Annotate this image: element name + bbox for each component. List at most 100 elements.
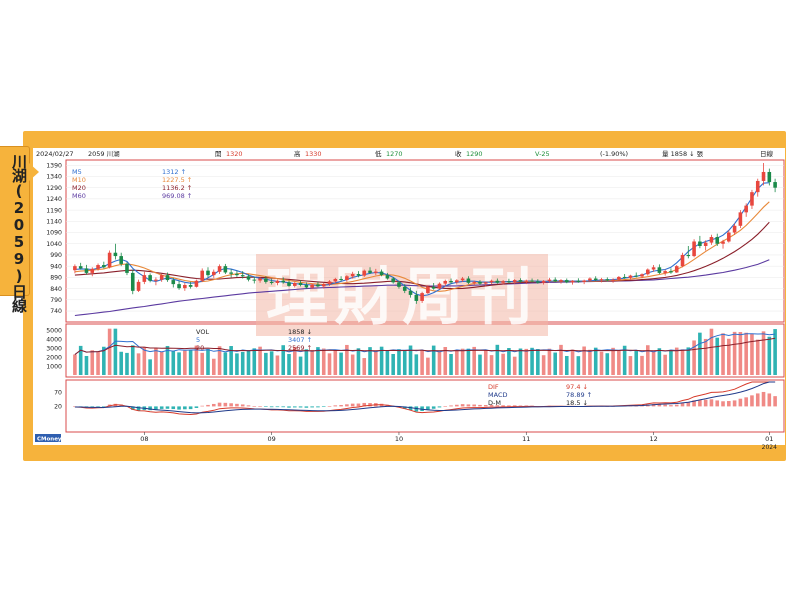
- candle-body: [727, 232, 731, 242]
- legend-m60-value: 969.08 ↑: [162, 192, 192, 200]
- macd-histogram-bar: [518, 405, 523, 407]
- candle-body: [703, 242, 708, 246]
- macd-histogram-bar: [449, 405, 453, 407]
- volume-bar: [489, 355, 494, 375]
- volume-bar: [264, 352, 268, 375]
- candle-body: [755, 180, 760, 193]
- candle-body: [582, 280, 586, 282]
- price-ytick-label: 990: [50, 252, 62, 259]
- candle-body: [553, 279, 557, 282]
- candle-body: [651, 267, 656, 270]
- price-legend: M5 1312 ↑ M10 1227.5 ↑ M20 1136.2 ↑ M60 …: [72, 168, 192, 200]
- price-layer: [73, 163, 777, 317]
- macd-histogram-bar: [426, 406, 430, 410]
- macd-histogram-bar: [507, 405, 511, 407]
- candle-body: [663, 271, 667, 273]
- volume-bar: [252, 348, 257, 375]
- macd-histogram-bar: [727, 401, 731, 407]
- volume-bar: [709, 328, 714, 375]
- volume-bar: [669, 350, 673, 375]
- macd-histogram-bar: [408, 406, 413, 411]
- header-bar: 2024/02/27 2059 川湖 開 1320 高 1330 低 1270 …: [36, 149, 774, 158]
- volume-bar: [640, 355, 644, 375]
- candle-body: [304, 285, 309, 288]
- macd-histogram-bar: [159, 406, 164, 409]
- volume-bar: [727, 338, 731, 375]
- volume-bar: [84, 355, 89, 375]
- x-tick-label: 09: [268, 435, 276, 443]
- candle-body: [530, 280, 534, 282]
- candle-body: [171, 280, 176, 285]
- macd-histogram-bar: [304, 406, 309, 408]
- macd-histogram-bar: [738, 398, 743, 407]
- candle-body: [356, 274, 361, 276]
- candle-body: [547, 279, 552, 281]
- macd-histogram-bar: [73, 406, 77, 407]
- macd-histogram-bar: [350, 403, 355, 407]
- legend-vol5-value: 3407 ↑: [288, 336, 312, 344]
- candle-body: [686, 254, 691, 257]
- header-period: 日線: [760, 149, 774, 158]
- candle-body: [240, 275, 245, 277]
- volume-bar: [177, 352, 181, 375]
- candle-body: [721, 241, 725, 244]
- volume-bar: [495, 344, 500, 375]
- candle-body: [576, 280, 581, 282]
- candle-body: [634, 275, 639, 277]
- macd-histogram-bar: [269, 406, 274, 408]
- volume-layer: [73, 328, 777, 375]
- cmoney-logo-text: CMoney: [37, 437, 62, 443]
- volume-bar: [293, 346, 297, 375]
- title-tab-arrow: [29, 163, 39, 181]
- legend-dif-name: DIF: [488, 383, 499, 391]
- price-ytick-label: 890: [50, 275, 62, 282]
- volume-bar: [431, 345, 436, 375]
- candle-body: [310, 284, 314, 288]
- header-change: V-25: [535, 150, 550, 158]
- macd-histogram-bar: [472, 404, 476, 407]
- macd-ytick-label: 70: [54, 390, 62, 397]
- macd-histogram-bar: [275, 406, 280, 408]
- candle-body: [206, 270, 210, 276]
- macd-histogram-bar: [200, 405, 204, 407]
- volume-bar: [536, 349, 540, 375]
- volume-bar: [599, 351, 604, 375]
- volume-bar: [715, 337, 720, 375]
- candle-body: [275, 280, 280, 283]
- year-label: 2024: [762, 444, 777, 451]
- volume-bar: [570, 349, 575, 375]
- candle-body: [437, 283, 442, 289]
- volume-bar: [698, 332, 702, 375]
- x-tick-label: 12: [649, 435, 657, 443]
- header-volume: 量 1858 ↓ 張: [662, 150, 704, 158]
- volume-bar: [512, 356, 517, 375]
- volume-bar: [472, 346, 476, 375]
- candle-body: [698, 241, 702, 246]
- macd-histogram-bar: [501, 405, 505, 407]
- volume-bar: [246, 350, 251, 375]
- volume-bar: [588, 349, 592, 375]
- macd-histogram-bar: [310, 406, 314, 408]
- candle-body: [107, 252, 112, 268]
- macd-histogram-bar: [240, 404, 245, 407]
- candle-body: [258, 278, 262, 281]
- x-tick-label: 01: [765, 435, 773, 443]
- ma60-line: [74, 259, 770, 317]
- volume-ytick-label: 3000: [46, 345, 62, 352]
- volume-ytick-label: 2000: [46, 354, 62, 361]
- candle-body: [669, 271, 673, 273]
- volume-bar: [692, 340, 696, 375]
- volume-bar: [622, 345, 627, 375]
- legend-vol20-name: 20: [196, 344, 204, 352]
- macd-histogram-bar: [709, 399, 714, 407]
- macd-histogram-bar: [460, 404, 465, 407]
- legend-macd-name: MACD: [488, 391, 507, 399]
- volume-bar: [426, 357, 430, 375]
- candle-body: [188, 285, 193, 287]
- volume-bar: [646, 345, 650, 375]
- volume-bar: [773, 329, 777, 375]
- legend-vol-name: VOL: [196, 328, 209, 336]
- candle-body: [512, 280, 517, 282]
- candle-body: [368, 270, 372, 273]
